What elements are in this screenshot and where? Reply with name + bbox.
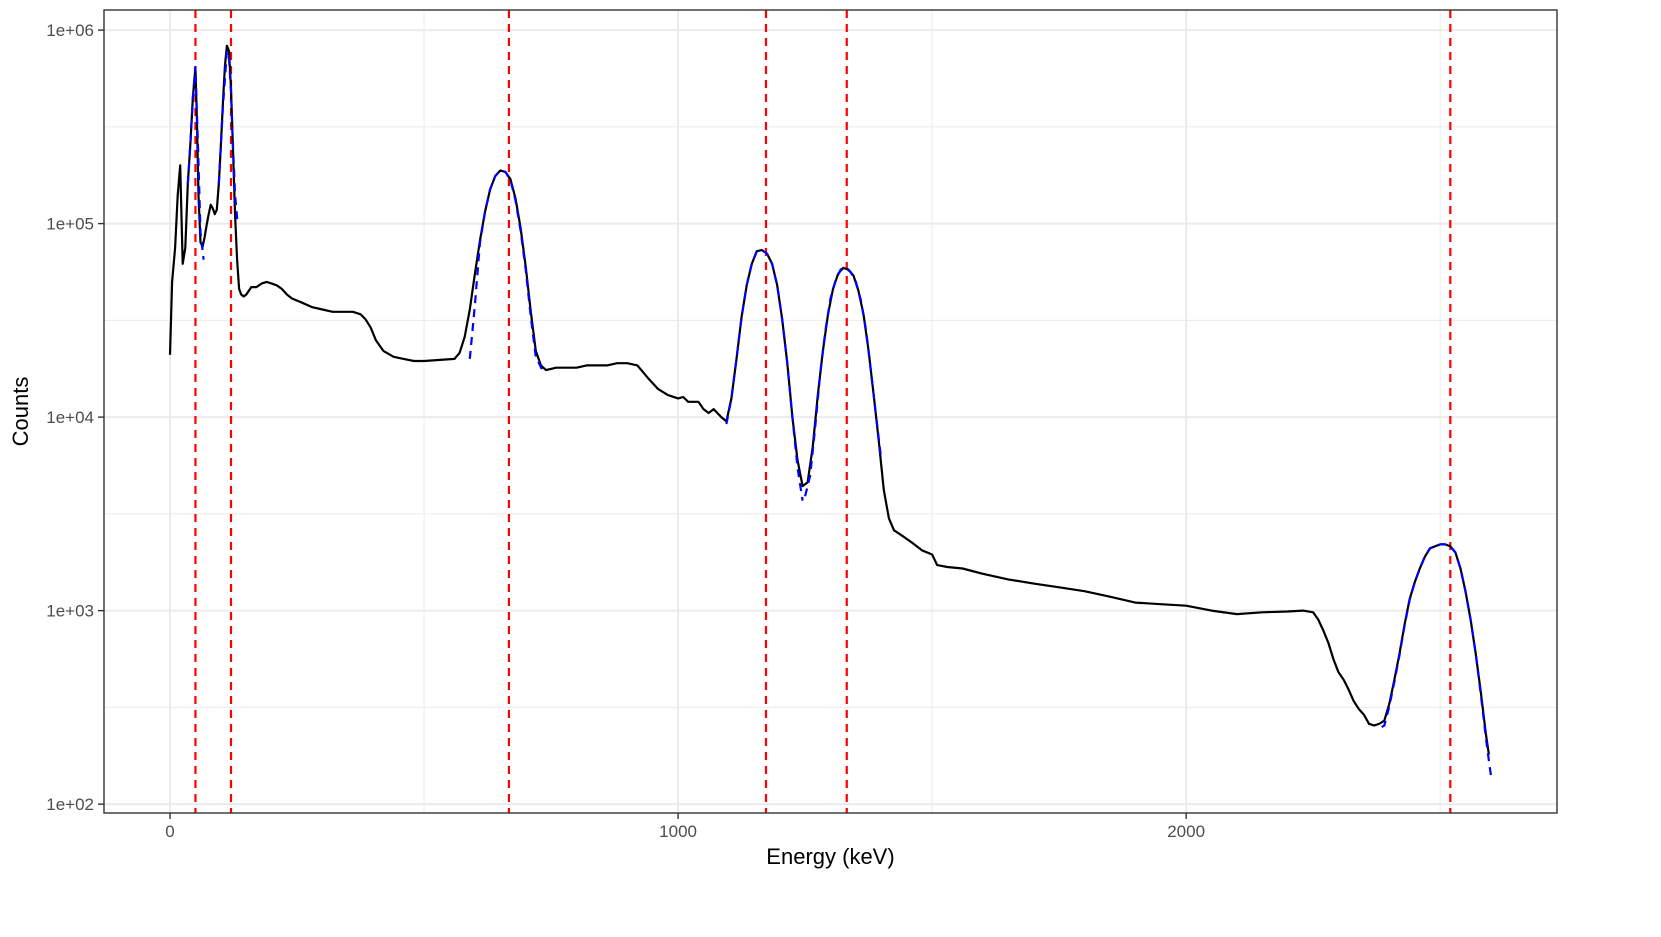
peak-lines [194,10,1452,813]
fit-curve [217,50,239,224]
y-tick-label: 1e+05 [46,215,94,234]
x-tick-label: 0 [165,822,174,841]
panel-border [103,9,1558,814]
y-tick-label: 1e+04 [46,408,94,427]
x-tick-label: 2000 [1167,822,1205,841]
fit-curve [1381,543,1493,777]
y-axis-title: Counts [8,377,33,447]
fit-curve [804,266,883,497]
fit-curve [186,66,205,260]
fit-curve [725,248,804,501]
y-tick-label: 1e+06 [46,21,94,40]
x-axis-title: Energy (keV) [766,844,894,869]
spectrum-line [168,44,1490,755]
grid [104,10,1557,813]
axis-ticks: 1e+02 1e+03 1e+04 1e+05 1e+06 0 1000 2000 [46,21,1205,841]
y-tick-label: 1e+03 [46,602,94,621]
series [168,44,1493,777]
y-tick-label: 1e+02 [46,795,94,814]
fit-curve [468,169,545,373]
x-tick-label: 1000 [659,822,697,841]
